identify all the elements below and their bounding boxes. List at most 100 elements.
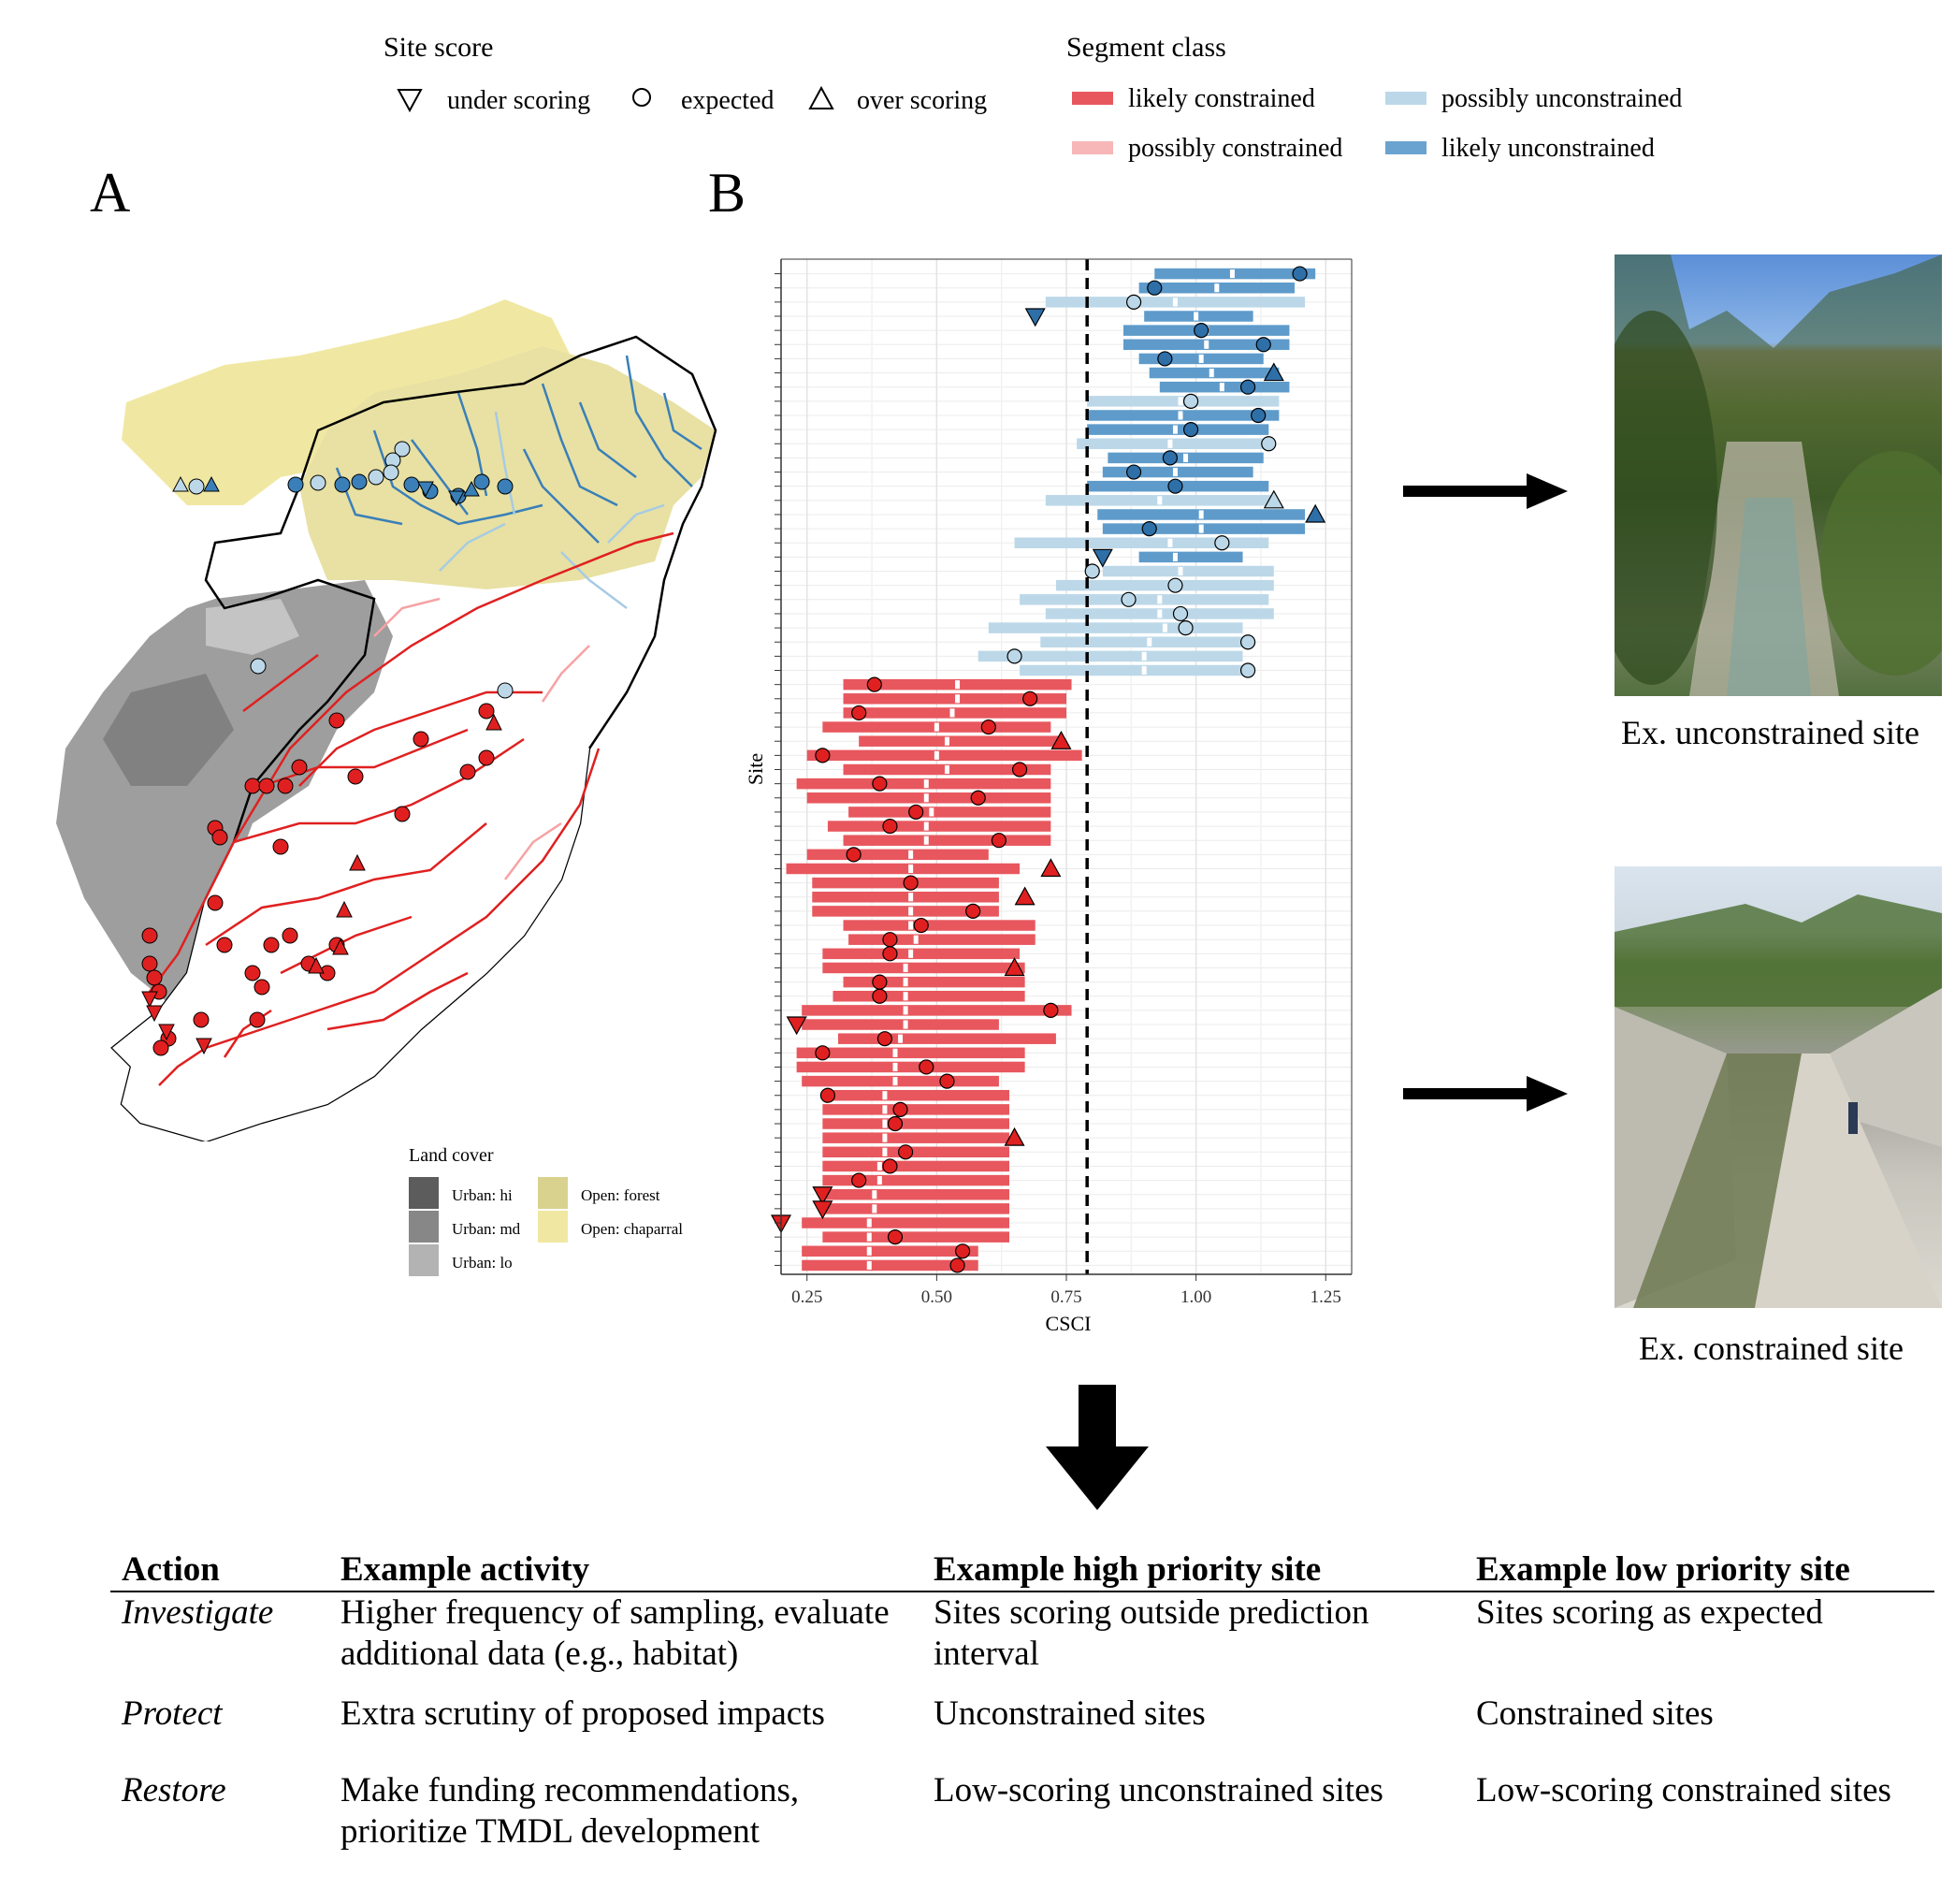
site-point	[913, 917, 929, 934]
site-point	[1194, 323, 1209, 339]
site-point	[882, 1158, 898, 1174]
site-score-legend-title: Site score	[384, 32, 494, 63]
under-scoring-icon	[397, 89, 423, 113]
site-point	[1292, 266, 1308, 282]
median-mark	[1214, 283, 1220, 293]
panel-b-label: B	[708, 162, 746, 224]
site-point	[887, 1229, 904, 1245]
urban-hi-swatch	[409, 1177, 439, 1209]
site-point	[1182, 422, 1199, 438]
median-mark	[929, 807, 934, 817]
high-priority-cell: Low-scoring unconstrained sites	[934, 1771, 1383, 1810]
possibly-constrained-swatch	[1072, 141, 1113, 154]
possibly-unconstrained-swatch	[1385, 92, 1426, 105]
median-mark	[1157, 496, 1163, 505]
site-point	[908, 804, 924, 821]
range-bar	[1087, 424, 1269, 435]
activity-cell: Make funding recommendations, prioritize…	[340, 1771, 800, 1851]
range-bar	[1087, 410, 1280, 421]
high-priority-cell: Unconstrained sites	[934, 1694, 1206, 1733]
over-scoring-label: over scoring	[857, 86, 988, 115]
median-mark	[866, 1232, 872, 1242]
median-mark	[1157, 595, 1163, 604]
median-mark	[1198, 510, 1204, 519]
site-point	[991, 833, 1007, 849]
median-mark	[944, 764, 949, 775]
open-forest-area	[299, 346, 716, 589]
site-point	[819, 1087, 836, 1103]
range-bar	[796, 778, 1051, 790]
likely-unconstrained-swatch	[1385, 141, 1426, 154]
median-mark	[923, 793, 929, 803]
range-bar	[822, 1188, 1009, 1200]
site-point	[1141, 521, 1157, 537]
site-point	[1084, 563, 1100, 579]
site-point	[954, 1243, 971, 1259]
site-point	[1022, 690, 1038, 706]
range-bar	[1055, 579, 1274, 591]
median-mark	[1178, 566, 1183, 576]
unconstrained-site-caption: Ex. unconstrained site	[1621, 714, 1919, 751]
range-bar	[812, 906, 999, 917]
watershed-map	[56, 299, 717, 1141]
range-bar	[978, 650, 1243, 662]
range-bar	[1154, 268, 1316, 280]
median-mark	[866, 1246, 872, 1256]
x-tick-label: 1.25	[1311, 1287, 1341, 1307]
constrained-site-caption: Ex. constrained site	[1639, 1330, 1904, 1367]
median-mark	[923, 836, 929, 845]
median-mark	[923, 821, 929, 831]
site-point	[1178, 619, 1194, 636]
open-chaparral-label: Open: chaparral	[581, 1220, 684, 1238]
activity-cell: Higher frequency of sampling, evaluate a…	[340, 1593, 890, 1673]
median-mark	[934, 750, 939, 760]
low-priority-cell: Constrained sites	[1476, 1694, 1714, 1733]
site-point-over	[1305, 503, 1326, 523]
range-bar	[822, 1146, 1009, 1158]
median-mark	[908, 907, 914, 916]
site-point	[1261, 436, 1277, 452]
urban-lo-area	[206, 599, 299, 655]
likely-constrained-swatch	[1072, 92, 1113, 105]
constrained-photo-detail	[1615, 894, 1942, 1308]
range-bar	[1014, 537, 1269, 548]
range-bar	[822, 1089, 1009, 1101]
site-point	[980, 719, 996, 735]
possibly-constrained-streams	[373, 597, 590, 880]
range-bar	[843, 976, 1025, 988]
expected-icon	[632, 88, 651, 107]
range-bar	[822, 1160, 1009, 1172]
site-point	[897, 1144, 914, 1160]
site-point	[1167, 577, 1183, 593]
range-bar	[822, 1231, 1009, 1243]
range-bar	[1087, 396, 1280, 407]
median-mark	[866, 1218, 872, 1228]
range-bar	[1149, 367, 1280, 379]
median-mark	[1219, 383, 1224, 392]
site-point-under	[1092, 548, 1113, 568]
x-tick-label: 0.50	[921, 1287, 952, 1307]
urban-area	[56, 580, 393, 1010]
range-bar	[786, 863, 1021, 875]
median-mark	[908, 893, 914, 902]
likely-unconstrained-label: likely unconstrained	[1441, 134, 1655, 163]
arrow-down-icon	[1046, 1385, 1149, 1510]
range-bar	[822, 962, 1025, 974]
range-bar	[806, 849, 989, 861]
median-mark	[1204, 340, 1209, 349]
median-mark	[1198, 524, 1204, 533]
median-mark	[1147, 637, 1152, 647]
range-bar	[1020, 664, 1243, 676]
range-bar	[848, 934, 1035, 945]
median-mark	[955, 680, 961, 690]
x-tick-label: 0.25	[791, 1287, 822, 1307]
site-point	[851, 1172, 867, 1188]
header-action: Action	[110, 1546, 329, 1592]
range-bar	[802, 1005, 1072, 1016]
median-mark	[1172, 425, 1178, 434]
range-bar	[859, 735, 1062, 747]
chart-axes: 0.25 0.50 0.75 1.00 1.25	[775, 258, 1353, 1307]
median-mark	[1178, 411, 1183, 420]
median-mark	[1172, 468, 1178, 477]
range-bar	[806, 749, 1082, 762]
